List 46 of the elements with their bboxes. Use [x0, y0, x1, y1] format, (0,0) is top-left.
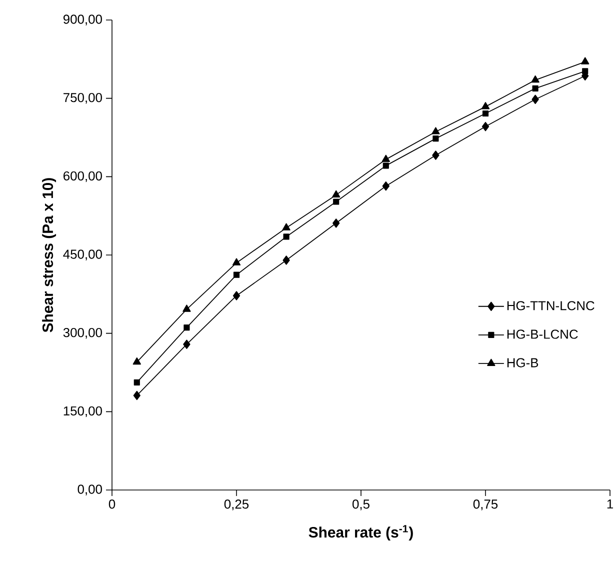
x-axis-title: Shear rate (s$^{-1}$): [308, 525, 413, 541]
point: [382, 181, 390, 191]
y-tick-label: 450,00: [63, 250, 102, 260]
y-axis-title: Shear stress (Pa x 10): [42, 178, 56, 332]
point: [182, 304, 191, 312]
x-tick-label: 0,5: [352, 500, 370, 510]
point: [282, 223, 290, 230]
point: [332, 190, 340, 198]
point: [283, 234, 290, 240]
x-tick-label: 0: [108, 500, 116, 509]
point: [184, 324, 190, 331]
legend-label: HG-TTN-LCNC: [507, 301, 594, 310]
point: [232, 258, 241, 266]
point: [132, 357, 141, 365]
point: [481, 102, 490, 110]
y-tick-label: 150,00: [64, 406, 102, 418]
point: [332, 218, 340, 228]
x-tick-label: 1: [607, 500, 613, 508]
y-tick-label: 0,00: [78, 484, 102, 496]
y-tick-label: 600,00: [64, 171, 102, 182]
x-tick-label: 0,75: [473, 500, 498, 510]
x-tick-label: 0,25: [224, 500, 249, 510]
point: [232, 291, 240, 300]
point: [333, 198, 340, 205]
point: [482, 110, 489, 117]
y-tick-label: 750,00: [64, 92, 102, 104]
point: [382, 162, 389, 169]
point: [531, 75, 540, 83]
point: [532, 94, 539, 104]
point: [581, 57, 590, 64]
y-tick-label: 300,00: [63, 328, 102, 339]
point: [134, 379, 140, 386]
point: [432, 136, 439, 142]
point: [282, 256, 290, 265]
point: [532, 85, 538, 92]
point: [482, 122, 490, 132]
point: [382, 154, 390, 162]
point: [582, 68, 588, 74]
y-tick-label: 900,00: [63, 14, 102, 26]
point: [183, 340, 190, 349]
point: [233, 272, 240, 278]
point: [432, 127, 440, 134]
legend-label: HG-B-LCNC: [507, 330, 578, 339]
legend-label: HG-B: [507, 358, 538, 368]
point: [133, 390, 140, 400]
point: [432, 150, 440, 160]
